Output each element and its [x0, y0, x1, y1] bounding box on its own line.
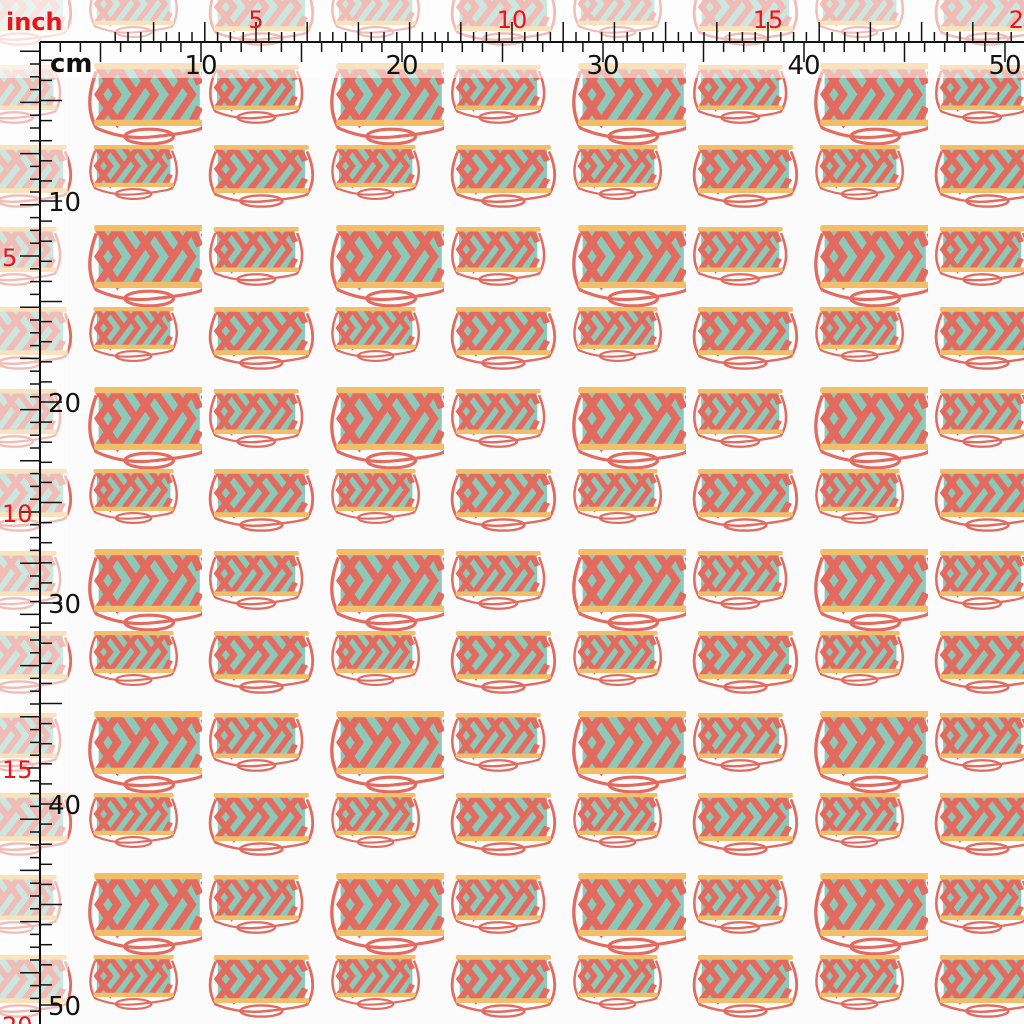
top-cm-number: 30 — [586, 51, 619, 81]
left-inch-number: 10 — [2, 500, 33, 528]
top-cm-number: 20 — [385, 51, 418, 81]
top-cm-number: 40 — [787, 51, 820, 81]
top-inch-number: 10 — [497, 6, 528, 34]
top-inch-number: 15 — [753, 6, 784, 34]
left-cm-number: 30 — [48, 590, 81, 620]
inch-label: inch — [6, 8, 63, 36]
cm-label: cm — [50, 49, 93, 79]
top-cm-number: 10 — [184, 51, 217, 81]
left-inch-number: 15 — [2, 756, 33, 784]
left-cm-number: 10 — [48, 188, 81, 218]
left-cm-number: 40 — [48, 791, 81, 821]
left-inch-number: 20 — [2, 1012, 33, 1024]
top-cm-number: 50 — [988, 51, 1021, 81]
top-inch-number: 5 — [248, 6, 263, 34]
left-cm-number: 20 — [48, 389, 81, 419]
left-cm-number: 50 — [48, 992, 81, 1022]
top-inch-number: 20 — [1009, 6, 1024, 34]
left-inch-number: 5 — [2, 244, 17, 272]
